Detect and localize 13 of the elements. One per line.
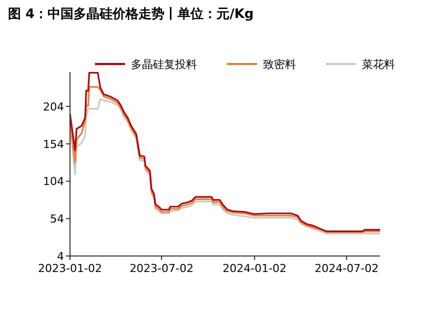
legend-label: 致密料: [263, 58, 296, 71]
x-tick-label: 2024-07-02: [314, 262, 379, 275]
y-tick-label: 204: [43, 100, 64, 114]
y-tick-label: 104: [43, 175, 64, 188]
chart-title: 图 4：中国多晶硅价格走势丨单位：元/Kg: [8, 6, 254, 22]
legend-label: 菜花料: [362, 58, 395, 71]
legend-label: 多晶硅复投料: [131, 58, 197, 71]
y-tick-label: 154: [43, 138, 64, 151]
y-tick-label: 54: [50, 212, 64, 226]
x-tick-label: 2024-01-02: [222, 262, 287, 275]
x-tick-label: 2023-07-02: [130, 262, 194, 275]
x-tick-label: 2023-01-02: [38, 262, 102, 275]
y-tick-label: 4: [57, 250, 64, 263]
